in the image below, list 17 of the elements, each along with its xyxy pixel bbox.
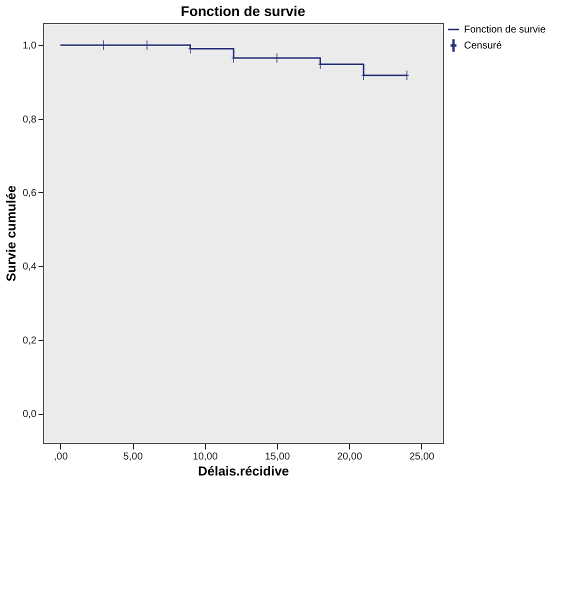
y-axis-title: Survie cumulée (4, 185, 19, 282)
legend-label: Fonction de survie (464, 24, 546, 36)
y-tick-label: 0,2 (22, 335, 37, 346)
y-tick-label: 0,6 (22, 188, 37, 199)
x-tick-label: 5,00 (123, 452, 144, 462)
y-tick-label: 0,8 (22, 114, 37, 126)
y-tick-label: 0,4 (22, 262, 37, 273)
x-tick-label: 10,00 (192, 452, 218, 462)
x-tick-label: ,00 (54, 452, 68, 462)
legend-label: Censuré (464, 40, 502, 52)
x-axis-title: Délais.récidive (198, 464, 290, 478)
x-tick-label: 25,00 (409, 452, 435, 462)
y-tick-label: 0,0 (22, 409, 37, 420)
x-tick-label: 20,00 (337, 452, 363, 462)
y-tick-label: 1,0 (22, 40, 37, 52)
x-tick-label: 15,00 (264, 452, 290, 462)
chart-title: Fonction de survie (180, 3, 306, 19)
